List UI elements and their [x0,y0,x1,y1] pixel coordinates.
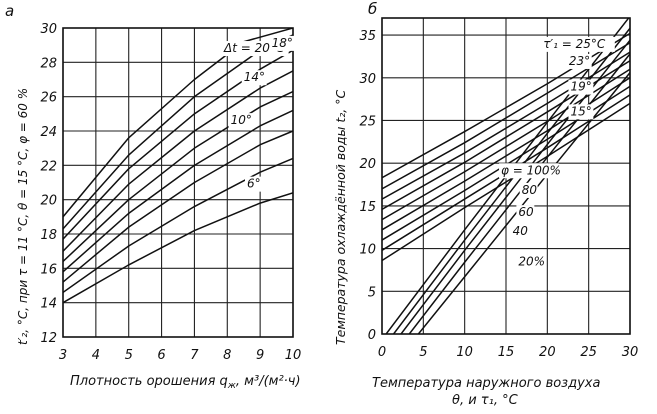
panel-a-y-tick-label: 14 [40,297,57,312]
panel-b-plot-frame [381,17,631,335]
panel-a-series-line-3 [63,49,293,240]
panel-a-series-line-4 [63,70,293,252]
panel-b-curve-label: 60 [518,205,534,219]
panel-a-x-axis-label: Плотность орошения qж, м³/(м²·ч) [70,374,301,391]
panel-b-x-tick-label: 15 [498,345,515,360]
panel-b-curve-label: τ′₁ = 25°C [543,37,606,51]
panel-b-curve-label: 40 [513,224,529,238]
panel-b-curve-label: 19° [570,80,591,94]
panel-a-series-line-8 [63,157,293,293]
panel-b-x-tick-label: 5 [419,345,427,360]
panel-a-plot-frame [62,27,294,338]
panel-b-series-line-5 [382,68,630,221]
panel-a-y-tick-label: 30 [40,22,57,37]
panel-a-annotation-bg [245,176,263,192]
panel-a-y-tick-label: 28 [40,56,57,71]
panel-a-annotation-bg [269,35,295,51]
panel-a-y-tick-label: 26 [40,91,57,106]
panel-b-annotation-bg [516,254,542,270]
panel-b-annotation-bg [541,36,615,52]
panel-b-label: б [368,0,377,18]
panel-b: 0 5 10 15 20 25 30 0 5 10 15 20 25 30 35 τ′₁ = 25°C 23° 1… [359,17,639,360]
panel-a-x-tick-label: 6 [157,348,165,363]
panel-a-y-tick-label: 22 [40,159,57,174]
panel-a-x-tick-label: 10 [285,348,302,363]
panel-a-x-tick-label: 3 [59,348,67,363]
panel-a-x-tick-label: 7 [190,348,199,363]
panel-b-annotation-bg [568,79,594,95]
panel-b-series-line-12 [400,39,630,334]
panel-b-series-line-6 [382,77,630,231]
panel-b-y-tick-label: 10 [359,243,376,258]
panel-b-y-tick-label: 20 [359,157,376,172]
panel-b-y-tick-label: 25 [359,114,376,129]
panel-b-curve-label: φ = 100% [501,163,561,177]
panel-b-x-tick-label: 0 [378,345,386,360]
panel-b-series-line-9 [382,102,630,262]
panel-a-curve-label: 18° [272,36,293,50]
panel-b-annotation-bg [566,53,592,69]
panel-a-y-tick-label: 12 [40,331,57,346]
panel-b-y-axis-label: Температура охлаждённой воды t₂, °С [333,90,348,345]
panel-a-x-tick-label: 5 [125,348,133,363]
panel-a-curve-label: 6° [247,177,261,191]
panel-a-x-axis-label-units: , м³/(м²·ч) [236,374,301,389]
panel-b-curve-label: 20% [518,255,545,269]
panel-a-x-axis-label-main: Плотность орошения q [70,374,228,389]
panel-b-series-line-3 [382,51,630,200]
panel-b-x-tick-label: 20 [539,345,556,360]
panel-a-y-tick-label: 16 [40,262,57,277]
panel-b-annotation-bg [519,182,538,198]
panel-a-x-axis-label-sub: ж [227,381,237,391]
panel-a-curve-label: 10° [231,113,252,127]
panel-a-x-tick-label: 9 [256,348,264,363]
panel-b-curve-label: 23° [569,54,590,68]
panel-b-x-tick-label: 30 [622,345,639,360]
panel-a-x-tick-label: 4 [92,348,100,363]
panel-b-annotation-bg [568,104,594,120]
panel-b-y-tick-label: 35 [359,29,376,44]
panel-b-y-tick-label: 15 [359,200,376,215]
panel-b-annotation-bg [499,163,559,179]
panel-b-curve-label: 80 [522,183,538,197]
panel-b-series-line-11 [392,27,630,334]
panel-b-y-tick-label: 5 [368,285,376,300]
panel-a-y-tick-label: 24 [40,125,57,140]
panel-a-series-line-5 [63,90,293,263]
panel-a-y-axis-label: t′₂, °C, при τ = 11 °С, θ = 15 °С, φ = 6… [16,88,30,345]
panel-a-curve-label: 14° [244,70,265,84]
panel-a-y-tick-label: 18 [40,228,57,243]
panel-b-y-tick-label: 0 [368,328,376,343]
panel-b-x-axis-label-line2: θ, и τ₁, °С [452,393,519,408]
panel-a-y-tick-label: 20 [40,194,57,209]
panel-a-annotation-bg [228,113,254,129]
panel-b-x-tick-label: 25 [580,345,597,360]
svg-text:Плотность орошения qж, м³/(м²·: Плотность орошения qж, м³/(м²·ч) [70,374,301,391]
panel-a-series-line-1 [63,28,293,218]
panel-a-annotation-bg [241,70,267,86]
panel-b-x-axis-label: Температура наружного воздуха [372,376,600,391]
panel-b-y-tick-label: 30 [359,72,376,87]
panel-a-series-line-6 [63,109,293,273]
panel-a-series-line-9 [63,192,293,304]
panel-a-curve-label: Δt = 20°C [223,41,285,55]
panel-a: 3 4 5 6 7 8 9 10 12 14 16 18 20 22 24 26 28 30 Δt = 20°C18… [40,22,301,363]
panel-b-curve-label: 15° [570,104,591,118]
panel-a-x-tick-label: 8 [223,348,231,363]
panel-b-annotation-bg [516,205,535,221]
panel-b-x-tick-label: 10 [456,345,473,360]
panel-b-series-line-14 [417,72,630,334]
panel-a-label: а [5,2,14,20]
panel-a-series-line-7 [63,130,293,283]
panel-b-annotation-bg [510,223,529,239]
